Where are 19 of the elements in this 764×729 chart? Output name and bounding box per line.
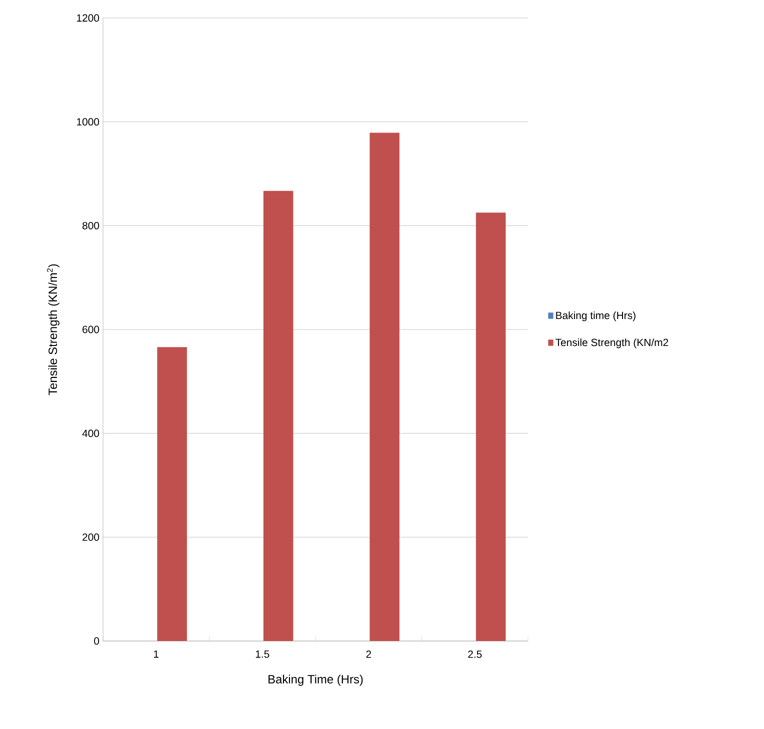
legend-label: Tensile Strength (KN/m2 (556, 338, 668, 348)
x-tick-label: 2 (366, 650, 371, 658)
y-tick-label: 200 (82, 533, 100, 541)
x-tick-label: 1.5 (256, 650, 270, 658)
y-tick-label: 0 (94, 637, 100, 645)
legend-label: Baking time (Hrs) (556, 311, 636, 322)
bar (370, 132, 400, 641)
y-tick-label: 600 (82, 326, 100, 334)
x-tick-label: 1 (154, 650, 159, 658)
x-axis-title: Baking Time (Hrs) (268, 674, 363, 686)
bar (157, 347, 187, 641)
x-tick-label: 2.5 (468, 650, 482, 658)
bar (476, 212, 506, 641)
y-tick-label: 1200 (77, 14, 100, 22)
y-tick-label: 800 (82, 222, 100, 230)
y-tick-label: 1000 (77, 118, 100, 126)
y-tick-label: 400 (82, 430, 100, 438)
y-axis-title: Tensile Strength (KN/m$^{2}$) (47, 264, 60, 396)
bar (263, 190, 294, 641)
